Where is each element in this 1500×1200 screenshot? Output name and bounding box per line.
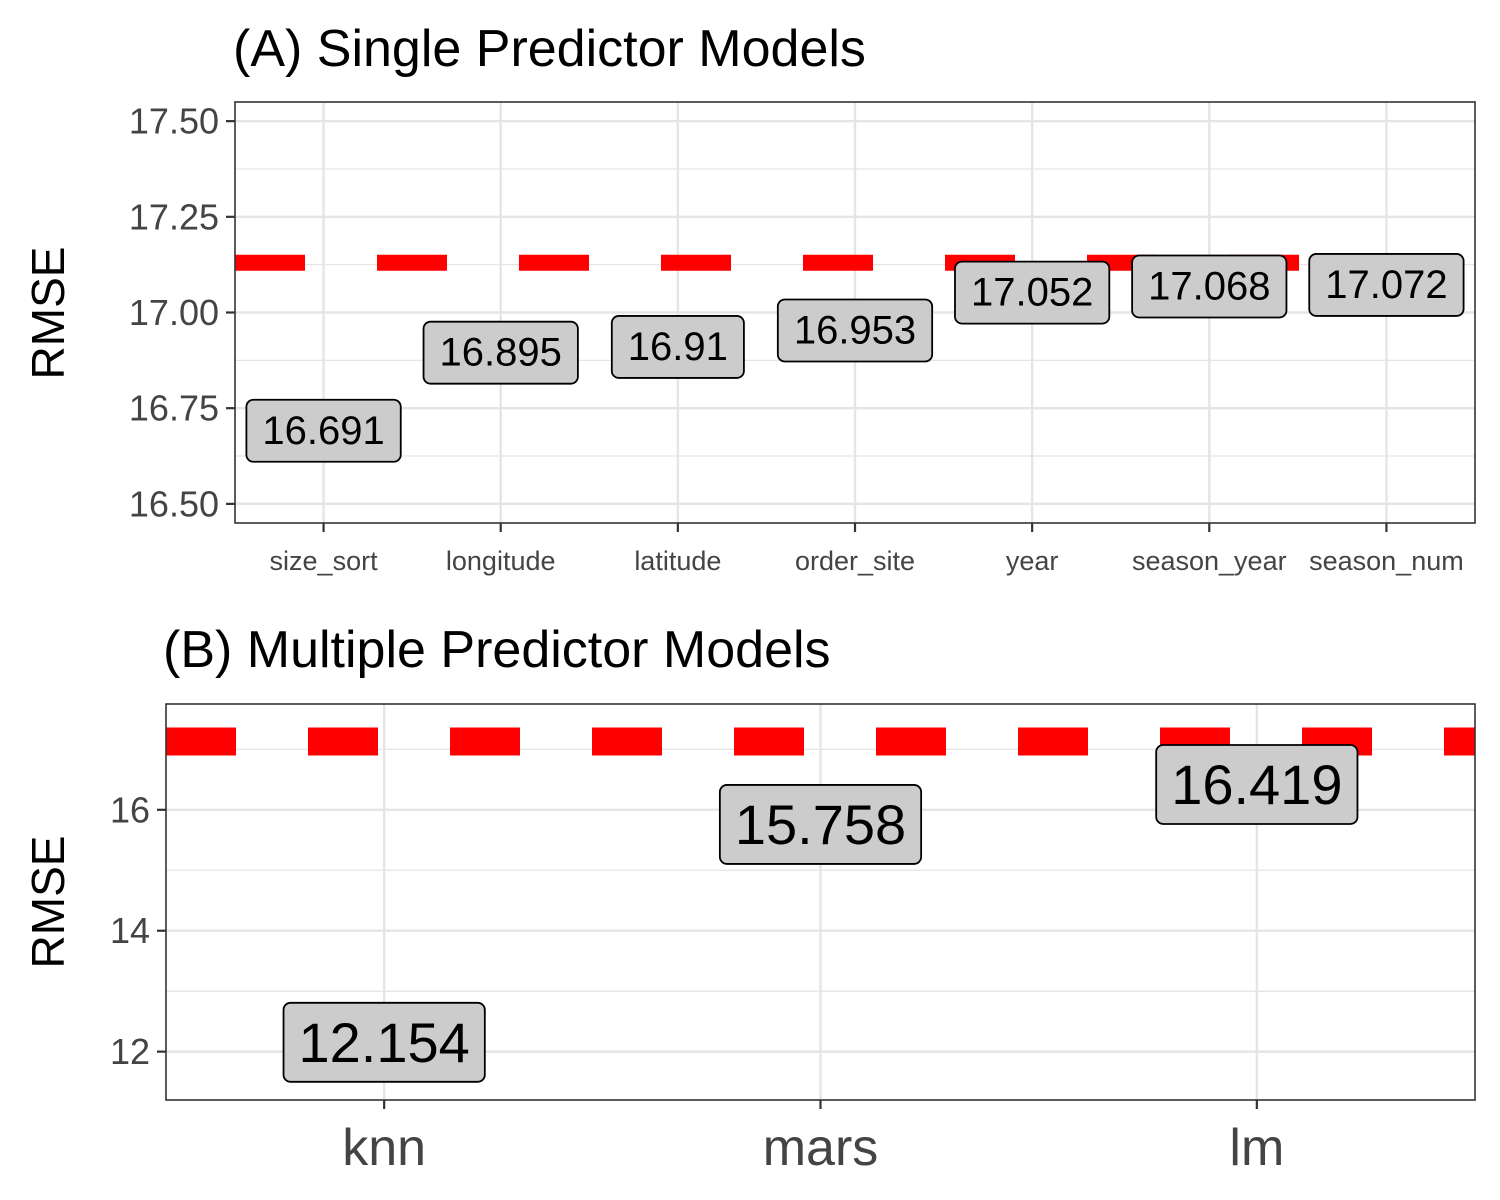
value-label-box [1308, 253, 1465, 317]
value-label-box [1131, 254, 1288, 319]
value-label-box [776, 298, 934, 363]
panel-a-single-predictor: (A) Single Predictor Models RMSE 16.6911… [22, 20, 1476, 576]
panel-b-label-knn: 12.154 [282, 1001, 486, 1083]
panel-a-label-longitude: 16.895 [422, 320, 579, 385]
panel-b-title: (B) Multiple Predictor Models [163, 621, 831, 679]
panel-a-y-axis-label: RMSE [22, 247, 74, 380]
panel-a-x-tick-label-latitude: latitude [634, 546, 721, 576]
value-label-text: 16.895 [440, 331, 562, 375]
panel-b-multiple-predictor: (B) Multiple Predictor Models RMSE 12.15… [22, 621, 1476, 1177]
panel-a-label-year: 17.052 [954, 260, 1111, 325]
panel-a-label-order-site: 16.953 [776, 298, 934, 363]
panel-a-x-tick-label-season-year: season_year [1132, 546, 1287, 576]
panel-a-y-tick-label: 17.25 [129, 196, 219, 237]
panel-a-label-season-num: 17.072 [1308, 253, 1465, 317]
panel-b-label-mars: 15.758 [718, 784, 923, 865]
value-label-text: 12.154 [299, 1011, 470, 1074]
panel-a-x-tick-label-size-sort: size_sort [270, 546, 379, 576]
panel-b-x-tick-label-lm: lm [1229, 1119, 1284, 1177]
value-label-text: 15.758 [735, 793, 906, 856]
panel-b-x-tick-label-mars: mars [763, 1119, 879, 1177]
panel-a-x-tick-label-year: year [1006, 546, 1059, 576]
panel-b-value-labels: 12.154 15.758 16.419 [282, 744, 1359, 1083]
panel-b-y-tick-label: 12 [110, 1031, 150, 1072]
panel-a-label-season-year: 17.068 [1131, 254, 1288, 319]
panel-a-y-tick-label: 16.75 [129, 388, 219, 429]
panel-b-y-ticks: 12 14 16 [110, 789, 166, 1072]
value-label-box [282, 1001, 486, 1083]
panel-b-x-ticks: knn mars lm [342, 1100, 1284, 1177]
value-label-text: 16.91 [628, 325, 728, 369]
panel-a-y-ticks: 16.50 16.75 17.00 17.25 17.50 [129, 101, 235, 524]
value-label-text: 16.953 [794, 308, 916, 352]
panel-a-y-tick-label: 17.00 [129, 292, 219, 333]
panel-a-x-tick-label-season-num: season_num [1309, 546, 1464, 576]
panel-b-y-tick-label: 14 [110, 910, 150, 951]
panel-a-label-size-sort: 16.691 [245, 398, 402, 463]
panel-a-title: (A) Single Predictor Models [233, 20, 866, 78]
value-label-box [1155, 744, 1359, 825]
value-label-box [718, 784, 923, 865]
value-label-box [422, 320, 579, 385]
value-label-text: 17.068 [1148, 264, 1270, 308]
panel-a-y-tick-label: 17.50 [129, 101, 219, 142]
panel-b-x-tick-label-knn: knn [342, 1119, 426, 1177]
panel-b-y-axis-label: RMSE [22, 836, 74, 969]
panel-a-value-labels: 16.691 16.895 16.91 16.953 17.052 17.068 17.07… [245, 253, 1465, 463]
value-label-text: 17.072 [1325, 263, 1447, 307]
value-label-box [610, 315, 745, 379]
panel-a-y-tick-label: 16.50 [129, 483, 219, 524]
panel-a-x-tick-label-longitude: longitude [446, 546, 556, 576]
value-label-text: 16.691 [262, 409, 384, 453]
panel-b-y-tick-label: 16 [110, 789, 150, 830]
value-label-text: 16.419 [1171, 753, 1342, 816]
panel-a-x-ticks: size_sort longitude latitude order_site year… [270, 523, 1464, 576]
value-label-text: 17.052 [971, 271, 1093, 315]
panel-b-label-lm: 16.419 [1155, 744, 1359, 825]
value-label-box [245, 398, 402, 463]
panel-a-x-tick-label-order-site: order_site [795, 546, 915, 576]
panel-a-label-latitude: 16.91 [610, 315, 745, 379]
value-label-box [954, 260, 1111, 325]
